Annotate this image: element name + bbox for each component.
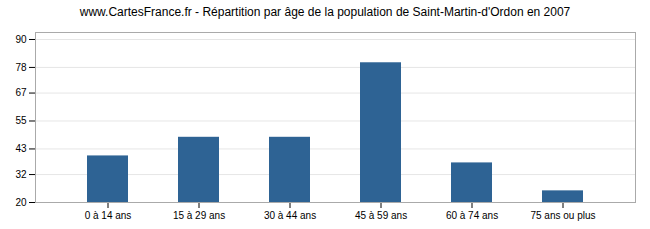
svg-text:30 à 44 ans: 30 à 44 ans bbox=[264, 210, 316, 221]
svg-text:20: 20 bbox=[15, 197, 27, 208]
svg-text:78: 78 bbox=[15, 62, 27, 73]
svg-text:67: 67 bbox=[15, 87, 27, 98]
svg-text:60 à 74 ans: 60 à 74 ans bbox=[446, 210, 498, 221]
svg-text:15 à 29 ans: 15 à 29 ans bbox=[173, 210, 225, 221]
svg-text:90: 90 bbox=[15, 34, 27, 45]
svg-text:0 à 14 ans: 0 à 14 ans bbox=[85, 210, 132, 221]
svg-text:32: 32 bbox=[15, 169, 27, 180]
svg-text:55: 55 bbox=[15, 115, 27, 126]
svg-text:43: 43 bbox=[15, 143, 27, 154]
svg-text:45 à 59 ans: 45 à 59 ans bbox=[355, 210, 407, 221]
svg-text:75 ans ou plus: 75 ans ou plus bbox=[530, 210, 595, 221]
html-text:www.CartesFrance.fr - Répartit: www.CartesFrance.fr - Répartition par âg… bbox=[79, 5, 571, 19]
